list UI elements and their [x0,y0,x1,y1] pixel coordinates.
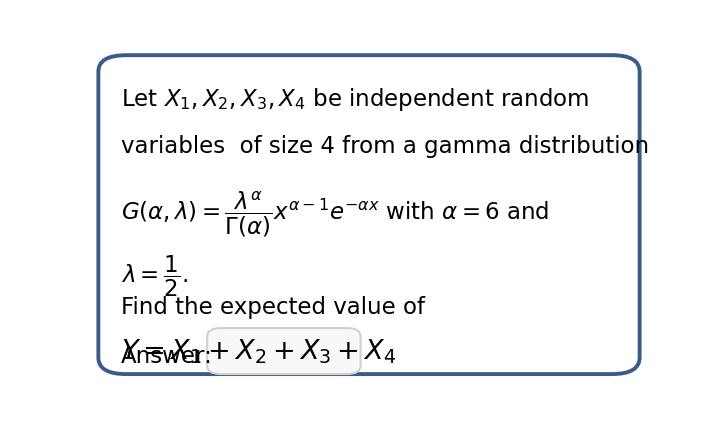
Text: Let $X_1, X_2, X_3, X_4$ be independent random: Let $X_1, X_2, X_3, X_4$ be independent … [121,86,589,112]
Text: $G(\alpha, \lambda) = \dfrac{\lambda^{\alpha}}{\Gamma(\alpha)} x^{\alpha-1} e^{-: $G(\alpha, \lambda) = \dfrac{\lambda^{\a… [121,189,549,238]
Text: Find the expected value of: Find the expected value of [121,296,425,319]
Text: variables  of size 4 from a gamma distribution: variables of size 4 from a gamma distrib… [121,135,649,158]
Text: $Y = X_1 + X_2 + X_3 + X_4$: $Y = X_1 + X_2 + X_3 + X_4$ [121,337,396,365]
Text: $\lambda = \dfrac{1}{2}.$: $\lambda = \dfrac{1}{2}.$ [121,253,188,298]
Text: Answer:: Answer: [121,344,212,367]
FancyBboxPatch shape [207,328,361,374]
FancyBboxPatch shape [99,56,639,374]
